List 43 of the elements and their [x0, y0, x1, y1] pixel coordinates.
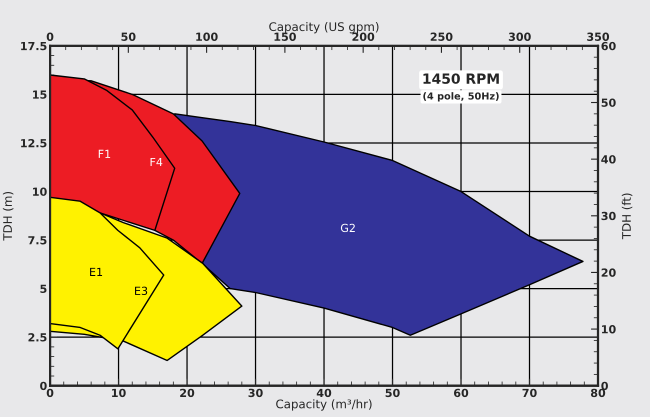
x2-tick-label: 200: [352, 32, 374, 41]
series-label: G2: [340, 224, 355, 232]
y2-axis-title: TDH (ft): [622, 193, 632, 240]
annotation: 1450 RPM: [423, 73, 499, 84]
series-label: F4: [150, 158, 162, 166]
x-tick-label: 10: [112, 388, 126, 398]
x2-tick-label: 250: [430, 32, 453, 41]
x-tick-label: 30: [248, 388, 263, 398]
x-tick-label: 40: [316, 388, 332, 398]
y2-tick-label: 0: [601, 382, 608, 390]
x-tick-label: 50: [386, 388, 400, 398]
y-tick-label: 15: [33, 90, 46, 99]
y2-tick-label: 30: [602, 212, 616, 220]
x2-tick-label: 0: [46, 32, 54, 41]
y2-tick-label: 60: [601, 42, 616, 50]
y-tick-label: 17.5: [21, 42, 46, 50]
series-label: E3: [135, 286, 148, 296]
y-axis-title: TDH (m): [2, 192, 14, 241]
y2-tick-label: 20: [602, 268, 616, 277]
y2-tick-label: 40: [601, 155, 616, 164]
x2-axis-title: Capacity (US gpm): [269, 22, 378, 34]
y-tick-label: 2.5: [28, 333, 46, 342]
x-tick-label: 70: [522, 388, 537, 398]
series-label: E1: [90, 268, 102, 276]
x-tick-label: 60: [454, 388, 468, 398]
x-tick-label: 0: [46, 388, 54, 398]
x2-tick-label: 350: [587, 32, 610, 41]
x-tick-label: 80: [590, 388, 606, 398]
x2-tick-label: 50: [121, 32, 136, 41]
annotation: (4 pole, 50Hz): [423, 92, 499, 102]
x2-tick-label: 150: [274, 32, 296, 41]
y-tick-label: 10: [33, 187, 47, 196]
y2-tick-label: 50: [602, 98, 616, 107]
series-label: F1: [98, 150, 110, 158]
x-axis-title: Capacity (m³/hr): [276, 399, 372, 411]
y-tick-label: 5: [40, 284, 46, 294]
y-tick-label: 0: [40, 382, 47, 390]
y-tick-label: 12.5: [21, 138, 46, 148]
y-tick-label: 7.5: [28, 236, 46, 244]
x2-tick-label: 300: [508, 32, 531, 41]
y2-tick-label: 10: [602, 325, 616, 334]
x-tick-label: 20: [180, 388, 194, 398]
x2-tick-label: 100: [196, 32, 218, 41]
